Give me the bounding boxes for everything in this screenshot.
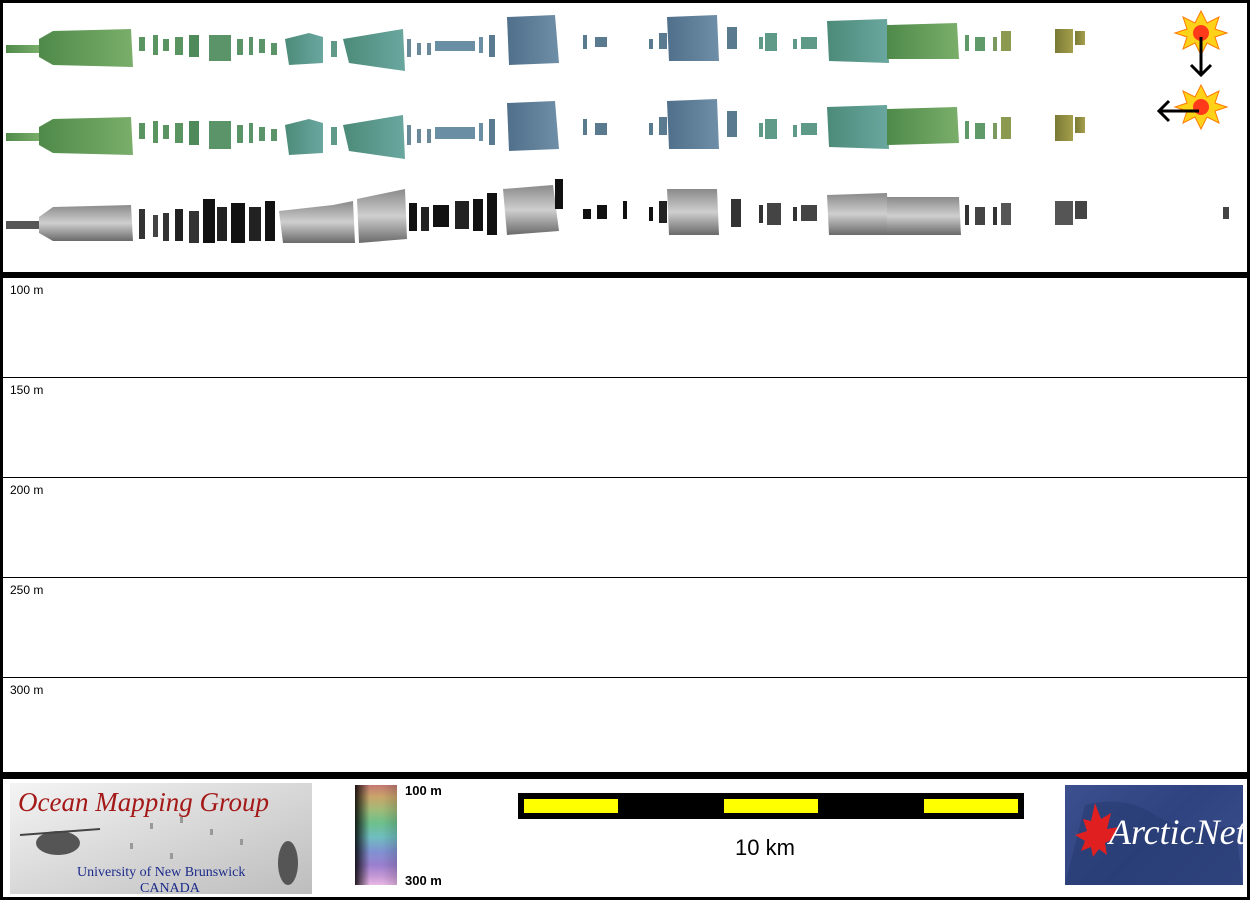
sun-illumination-icon bbox=[1173, 9, 1229, 57]
arcticnet-logo: ArcticNet bbox=[1065, 785, 1243, 885]
depth-label: 200 m bbox=[10, 483, 44, 497]
scale-bar bbox=[518, 793, 1024, 819]
depth-panel: 100 m 150 m 200 m 250 m 300 m bbox=[3, 278, 1247, 772]
scale-segment bbox=[924, 799, 1018, 813]
colorbar-bottom-label: 300 m bbox=[405, 873, 442, 888]
scale-segment bbox=[524, 799, 618, 813]
omg-title: Ocean Mapping Group bbox=[18, 787, 269, 817]
seafloor-image-icon bbox=[10, 783, 312, 894]
omg-country: CANADA bbox=[140, 881, 200, 896]
depth-label: 300 m bbox=[10, 683, 44, 697]
sun-illumination-icon bbox=[1173, 83, 1229, 131]
strip-panel bbox=[3, 3, 1247, 272]
strips-svg bbox=[6, 9, 1229, 243]
depth-row-150: 150 m bbox=[3, 378, 1247, 478]
depth-row-300: 300 m bbox=[3, 678, 1247, 776]
depth-row-100: 100 m bbox=[3, 278, 1247, 378]
depth-row-200: 200 m bbox=[3, 478, 1247, 578]
legend-panel: Ocean Mapping Group University of New Br… bbox=[3, 779, 1247, 897]
arrow-down-icon bbox=[1189, 37, 1213, 78]
arcticnet-name: ArcticNet bbox=[1109, 812, 1243, 852]
scale-label: 10 km bbox=[735, 835, 795, 860]
colorbar-top-label: 100 m bbox=[405, 783, 442, 798]
strip-row-3 bbox=[6, 179, 1229, 243]
omg-university: University of New Brunswick bbox=[77, 865, 246, 880]
depth-label: 100 m bbox=[10, 283, 44, 297]
ocean-mapping-group-logo: Ocean Mapping Group University of New Br… bbox=[10, 783, 312, 896]
maple-leaf-icon bbox=[1065, 801, 1243, 885]
depth-colorbar bbox=[355, 785, 397, 885]
depth-label: 250 m bbox=[10, 583, 44, 597]
strip-row-2 bbox=[6, 99, 1085, 159]
strip-row-1 bbox=[6, 15, 1207, 71]
scale-segment bbox=[724, 799, 818, 813]
arrow-left-icon bbox=[1156, 99, 1199, 123]
depth-label: 150 m bbox=[10, 383, 44, 397]
depth-row-250: 250 m bbox=[3, 578, 1247, 678]
